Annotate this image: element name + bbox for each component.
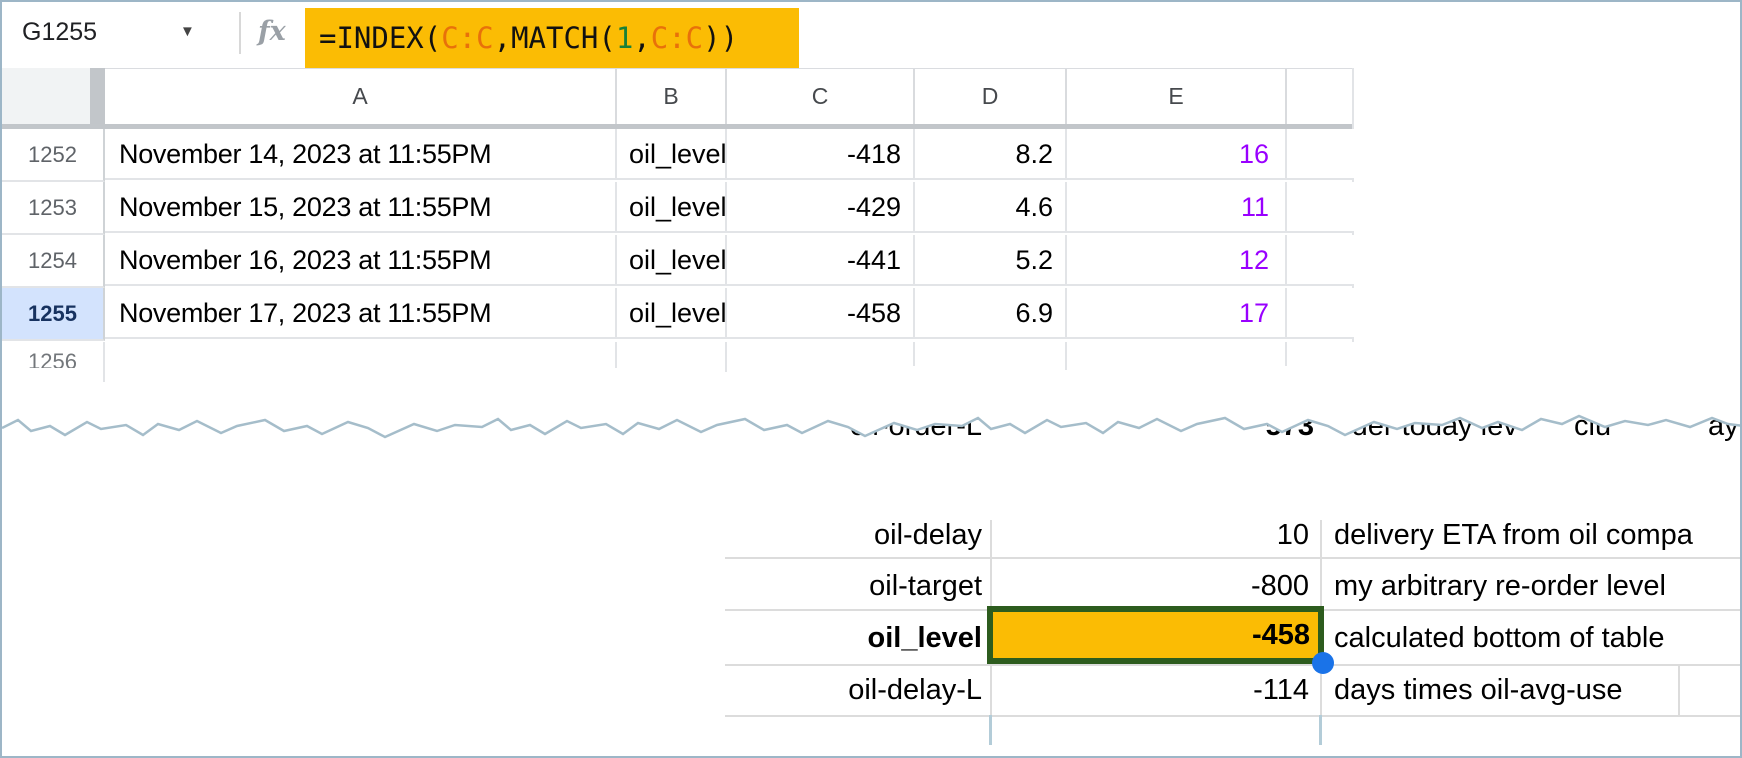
cell-d1254[interactable]: 5.2: [915, 235, 1067, 286]
cell-c1254[interactable]: -441: [727, 235, 915, 286]
cell-desc-oil-delay-l[interactable]: days times oil-avg-use: [1334, 665, 1670, 715]
row-header-selected[interactable]: 1255: [2, 288, 105, 341]
cell-label-oil-level[interactable]: oil_level: [642, 613, 982, 663]
cell-value-oil-delay-l[interactable]: -114: [997, 665, 1309, 715]
cell-b1254[interactable]: oil_level: [617, 235, 727, 286]
cell-f1253[interactable]: [1287, 182, 1354, 233]
cell-a1254[interactable]: November 16, 2023 at 11:55PM: [105, 235, 617, 286]
fill-handle[interactable]: [1312, 652, 1334, 674]
formula-input[interactable]: =INDEX(C:C,MATCH(1,C:C)): [305, 8, 799, 68]
torn-row-label: oil-order-L: [792, 400, 982, 452]
cell-label-oil-delay[interactable]: oil-delay: [642, 510, 982, 560]
selected-cell-g1255[interactable]: -458: [987, 606, 1324, 664]
cell-c1255[interactable]: -458: [727, 288, 915, 339]
cell-a1252[interactable]: November 14, 2023 at 11:55PM: [105, 129, 617, 180]
gridline-stub-blue: [989, 715, 992, 745]
gutter-edge: [90, 68, 105, 124]
spreadsheet-screenshot: G1255 ▼ fx =INDEX(C:C,MATCH(1,C:C)) A B …: [0, 0, 1742, 758]
torn-row: oil-order-L 573 rder today lev clu ay: [2, 400, 1742, 452]
cell-a1255[interactable]: November 17, 2023 at 11:55PM: [105, 288, 617, 339]
bottom-gridline-h: [725, 715, 1742, 717]
cell-value-oil-target[interactable]: -800: [997, 561, 1309, 611]
torn-row-desc-fragment: clu: [1574, 400, 1611, 452]
formula-text: =INDEX(C:C,MATCH(1,C:C)): [319, 8, 738, 68]
cell-label-oil-target[interactable]: oil-target: [642, 561, 982, 611]
row-header[interactable]: 1254: [2, 235, 105, 288]
row-header[interactable]: 1253: [2, 182, 105, 235]
gridline-stub-blue: [1319, 715, 1322, 745]
cell-f1255[interactable]: [1287, 288, 1354, 339]
selected-cell-value: -458: [1252, 612, 1310, 658]
chevron-down-icon[interactable]: ▼: [180, 2, 195, 62]
cell-e1255[interactable]: 17: [1067, 288, 1287, 339]
torn-row-value: 573: [1232, 400, 1314, 452]
bottom-gridline-v: [1678, 664, 1680, 715]
column-header-e[interactable]: E: [1067, 69, 1287, 124]
name-box[interactable]: G1255 ▼: [2, 2, 239, 62]
fx-icon: fx: [258, 2, 286, 62]
column-header-b[interactable]: B: [617, 69, 727, 124]
cell-c1253[interactable]: -429: [727, 182, 915, 233]
cell-desc-oil-level[interactable]: calculated bottom of table: [1334, 613, 1742, 663]
formula-toolbar: G1255 ▼ fx =INDEX(C:C,MATCH(1,C:C)): [2, 2, 1742, 68]
cell-desc-oil-target[interactable]: my arbitrary re-order level: [1334, 561, 1742, 611]
column-header-c[interactable]: C: [727, 69, 915, 124]
column-header-partial[interactable]: [1287, 69, 1352, 124]
gridline-stub: [913, 342, 915, 366]
toolbar-divider: [239, 12, 241, 54]
cell-c1252[interactable]: -418: [727, 129, 915, 180]
cell-a1253[interactable]: November 15, 2023 at 11:55PM: [105, 182, 617, 233]
cell-b1253[interactable]: oil_level: [617, 182, 727, 233]
cell-b1255[interactable]: oil_level: [617, 288, 727, 339]
column-header-d[interactable]: D: [915, 69, 1067, 124]
cell-e1253[interactable]: 11: [1067, 182, 1287, 233]
cell-d1252[interactable]: 8.2: [915, 129, 1067, 180]
cell-d1255[interactable]: 6.9: [915, 288, 1067, 339]
column-header-a[interactable]: A: [105, 69, 617, 124]
gridline-stub: [725, 342, 727, 372]
cell-value-oil-delay[interactable]: 10: [997, 510, 1309, 560]
cell-e1254[interactable]: 12: [1067, 235, 1287, 286]
row-header[interactable]: 1252: [2, 129, 105, 182]
cell-f1252[interactable]: [1287, 129, 1354, 180]
gutter-stub: [103, 342, 105, 400]
cell-reference: G1255: [22, 2, 97, 62]
gridline-stub: [1285, 342, 1287, 366]
cell-e1252[interactable]: 16: [1067, 129, 1287, 180]
torn-row-desc-fragment: rder today lev: [1342, 400, 1518, 452]
gridline-stub: [615, 342, 617, 368]
torn-row-desc-fragment: ay: [1708, 400, 1739, 452]
cell-f1254[interactable]: [1287, 235, 1354, 286]
gridline-stub: [1065, 342, 1067, 370]
cell-b1252[interactable]: oil_level: [617, 129, 727, 180]
cell-desc-oil-delay[interactable]: delivery ETA from oil compa: [1334, 510, 1742, 560]
cell-d1253[interactable]: 4.6: [915, 182, 1067, 233]
select-all-corner[interactable]: [2, 68, 90, 124]
row-header-partial: 1256: [2, 342, 103, 368]
cell-label-oil-delay-l[interactable]: oil-delay-L: [642, 665, 982, 715]
